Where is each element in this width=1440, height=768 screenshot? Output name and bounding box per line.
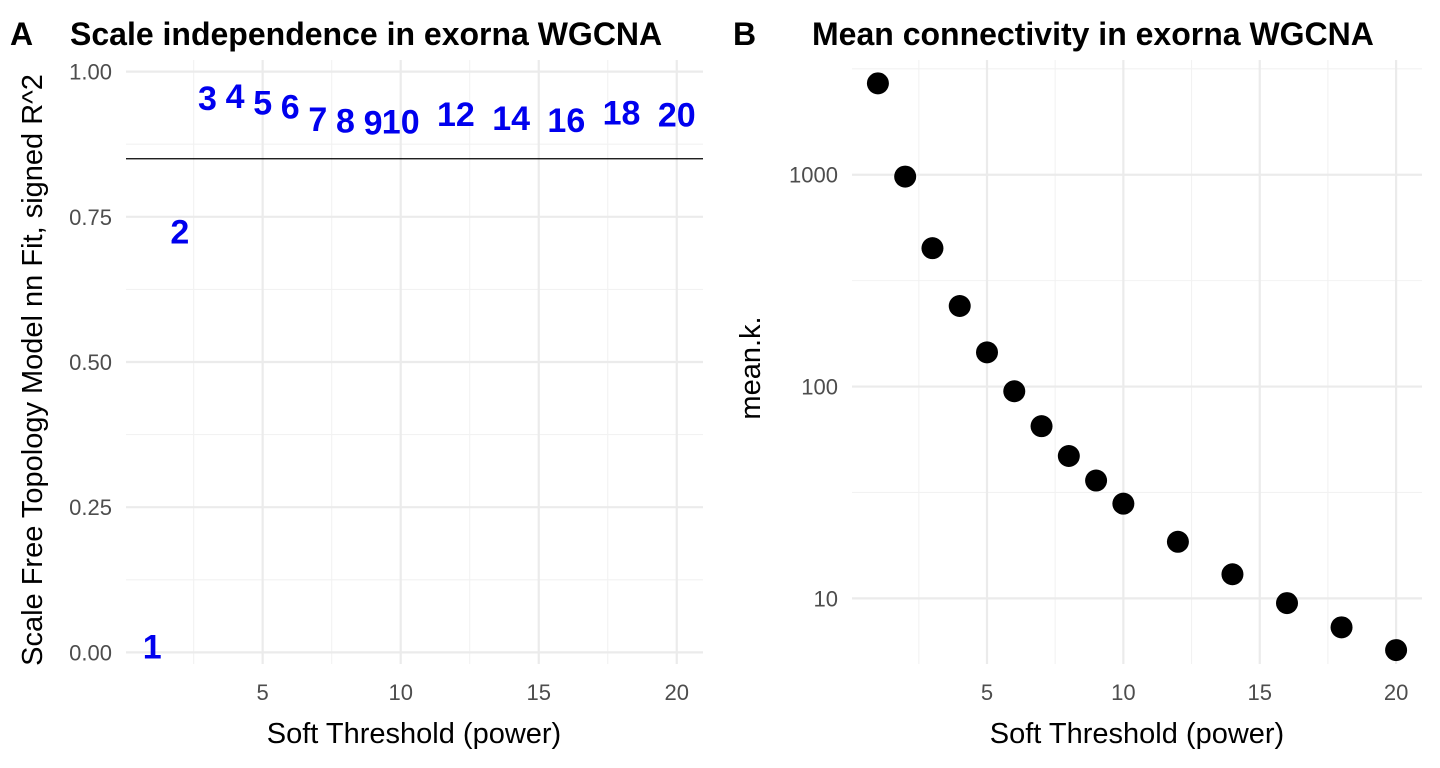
- panel-b-data-point: [1057, 445, 1080, 468]
- panel-b-data-point: [1003, 380, 1026, 403]
- panel-a-point-label: 12: [437, 96, 475, 134]
- panel-b-y-axis-title: mean.k.: [735, 316, 767, 419]
- panel-b-data-point: [1330, 616, 1353, 639]
- panel-a-x-tick-label: 5: [257, 680, 269, 705]
- panel-a-point-label: 7: [308, 101, 327, 139]
- panel-b-grid: [852, 60, 1422, 664]
- panel-b-data-point: [976, 341, 998, 364]
- panel-b-title: Mean connectivity in exorna WGCNA: [812, 16, 1374, 52]
- panel-b-data-point: [894, 165, 917, 188]
- panel-b-y-tick-label: 1000: [789, 163, 838, 188]
- panel-b-data-point: [1276, 592, 1298, 615]
- panel-a-ticks: 5 10 15 200.000.250.500.751.00: [69, 60, 689, 705]
- panel-a-point-label: 6: [281, 88, 300, 126]
- panel-a-point-label: 10: [382, 104, 420, 142]
- panel-a-y-tick-label: 0.50: [69, 350, 112, 375]
- panel-a-point-label: 5: [253, 84, 272, 122]
- panel-a-scale-independence: 5 10 15 200.000.250.500.751.00 123 4 5 6 7 8 9 10 1…: [10, 16, 703, 750]
- panel-b-x-tick-label: 5: [981, 680, 993, 705]
- panel-b-x-tick-label: 10: [1111, 680, 1135, 705]
- panel-b-x-tick-label: 20: [1384, 680, 1408, 705]
- panel-a-y-tick-label: 0.25: [69, 495, 112, 520]
- panel-a-point-label: 14: [492, 100, 530, 138]
- panel-b-data-point: [921, 237, 944, 260]
- panel-b-x-axis-title: Soft Threshold (power): [990, 718, 1284, 750]
- panel-b-y-tick-label: 100: [801, 375, 838, 400]
- panel-b-data-point: [1385, 639, 1408, 662]
- panel-a-y-tick-label: 0.75: [69, 205, 112, 230]
- panel-a-y-axis-title: Scale Free Topology Model nn Fit, signed…: [17, 74, 49, 666]
- panel-a-y-tick-label: 1.00: [69, 60, 112, 85]
- panel-a-point-label: 4: [226, 78, 245, 116]
- panel-b-data-point: [1085, 469, 1108, 492]
- panel-a-grid: [126, 60, 703, 664]
- panel-b-data-point: [1030, 415, 1053, 438]
- panel-a-x-axis-title: Soft Threshold (power): [267, 718, 561, 750]
- panel-a-x-tick-label: 15: [526, 680, 550, 705]
- panel-b-points: [866, 72, 1408, 662]
- panel-b-data-point: [1221, 563, 1244, 586]
- panel-a-tag: A: [10, 16, 33, 52]
- panel-a-point-label: 9: [364, 105, 383, 143]
- panel-a-point-label: 1: [143, 629, 162, 667]
- panel-a-point-label: 3: [198, 80, 217, 118]
- panel-b-data-point: [866, 72, 889, 95]
- panel-a-point-label: 18: [603, 94, 641, 132]
- panel-a-x-tick-label: 10: [388, 680, 412, 705]
- panel-a-title: Scale independence in exorna WGCNA: [70, 16, 662, 52]
- panel-a-x-tick-label: 20: [665, 680, 689, 705]
- panel-b-x-tick-label: 15: [1247, 680, 1271, 705]
- panel-b-data-point: [1166, 530, 1189, 553]
- panel-b-y-tick-label: 10: [814, 586, 838, 611]
- panel-a-point-label: 8: [336, 102, 355, 140]
- panel-b-mean-connectivity: 5 10 15 20 10 100 1000 B Mean connectivity in …: [733, 16, 1422, 750]
- panel-a-points: 123 4 5 6 7 8 9 10 12 14 16 18 20: [126, 78, 703, 667]
- panel-b-data-point: [1112, 492, 1135, 515]
- panel-a-y-tick-label: 0.00: [69, 640, 112, 665]
- panel-b-tag: B: [733, 16, 756, 52]
- panel-a-point-label: 20: [658, 97, 696, 135]
- panel-b-data-point: [948, 295, 971, 318]
- panel-a-point-label: 2: [170, 213, 189, 251]
- panel-b-ticks: 5 10 15 20 10 100 1000: [789, 163, 1408, 705]
- panel-a-point-label: 16: [547, 102, 585, 140]
